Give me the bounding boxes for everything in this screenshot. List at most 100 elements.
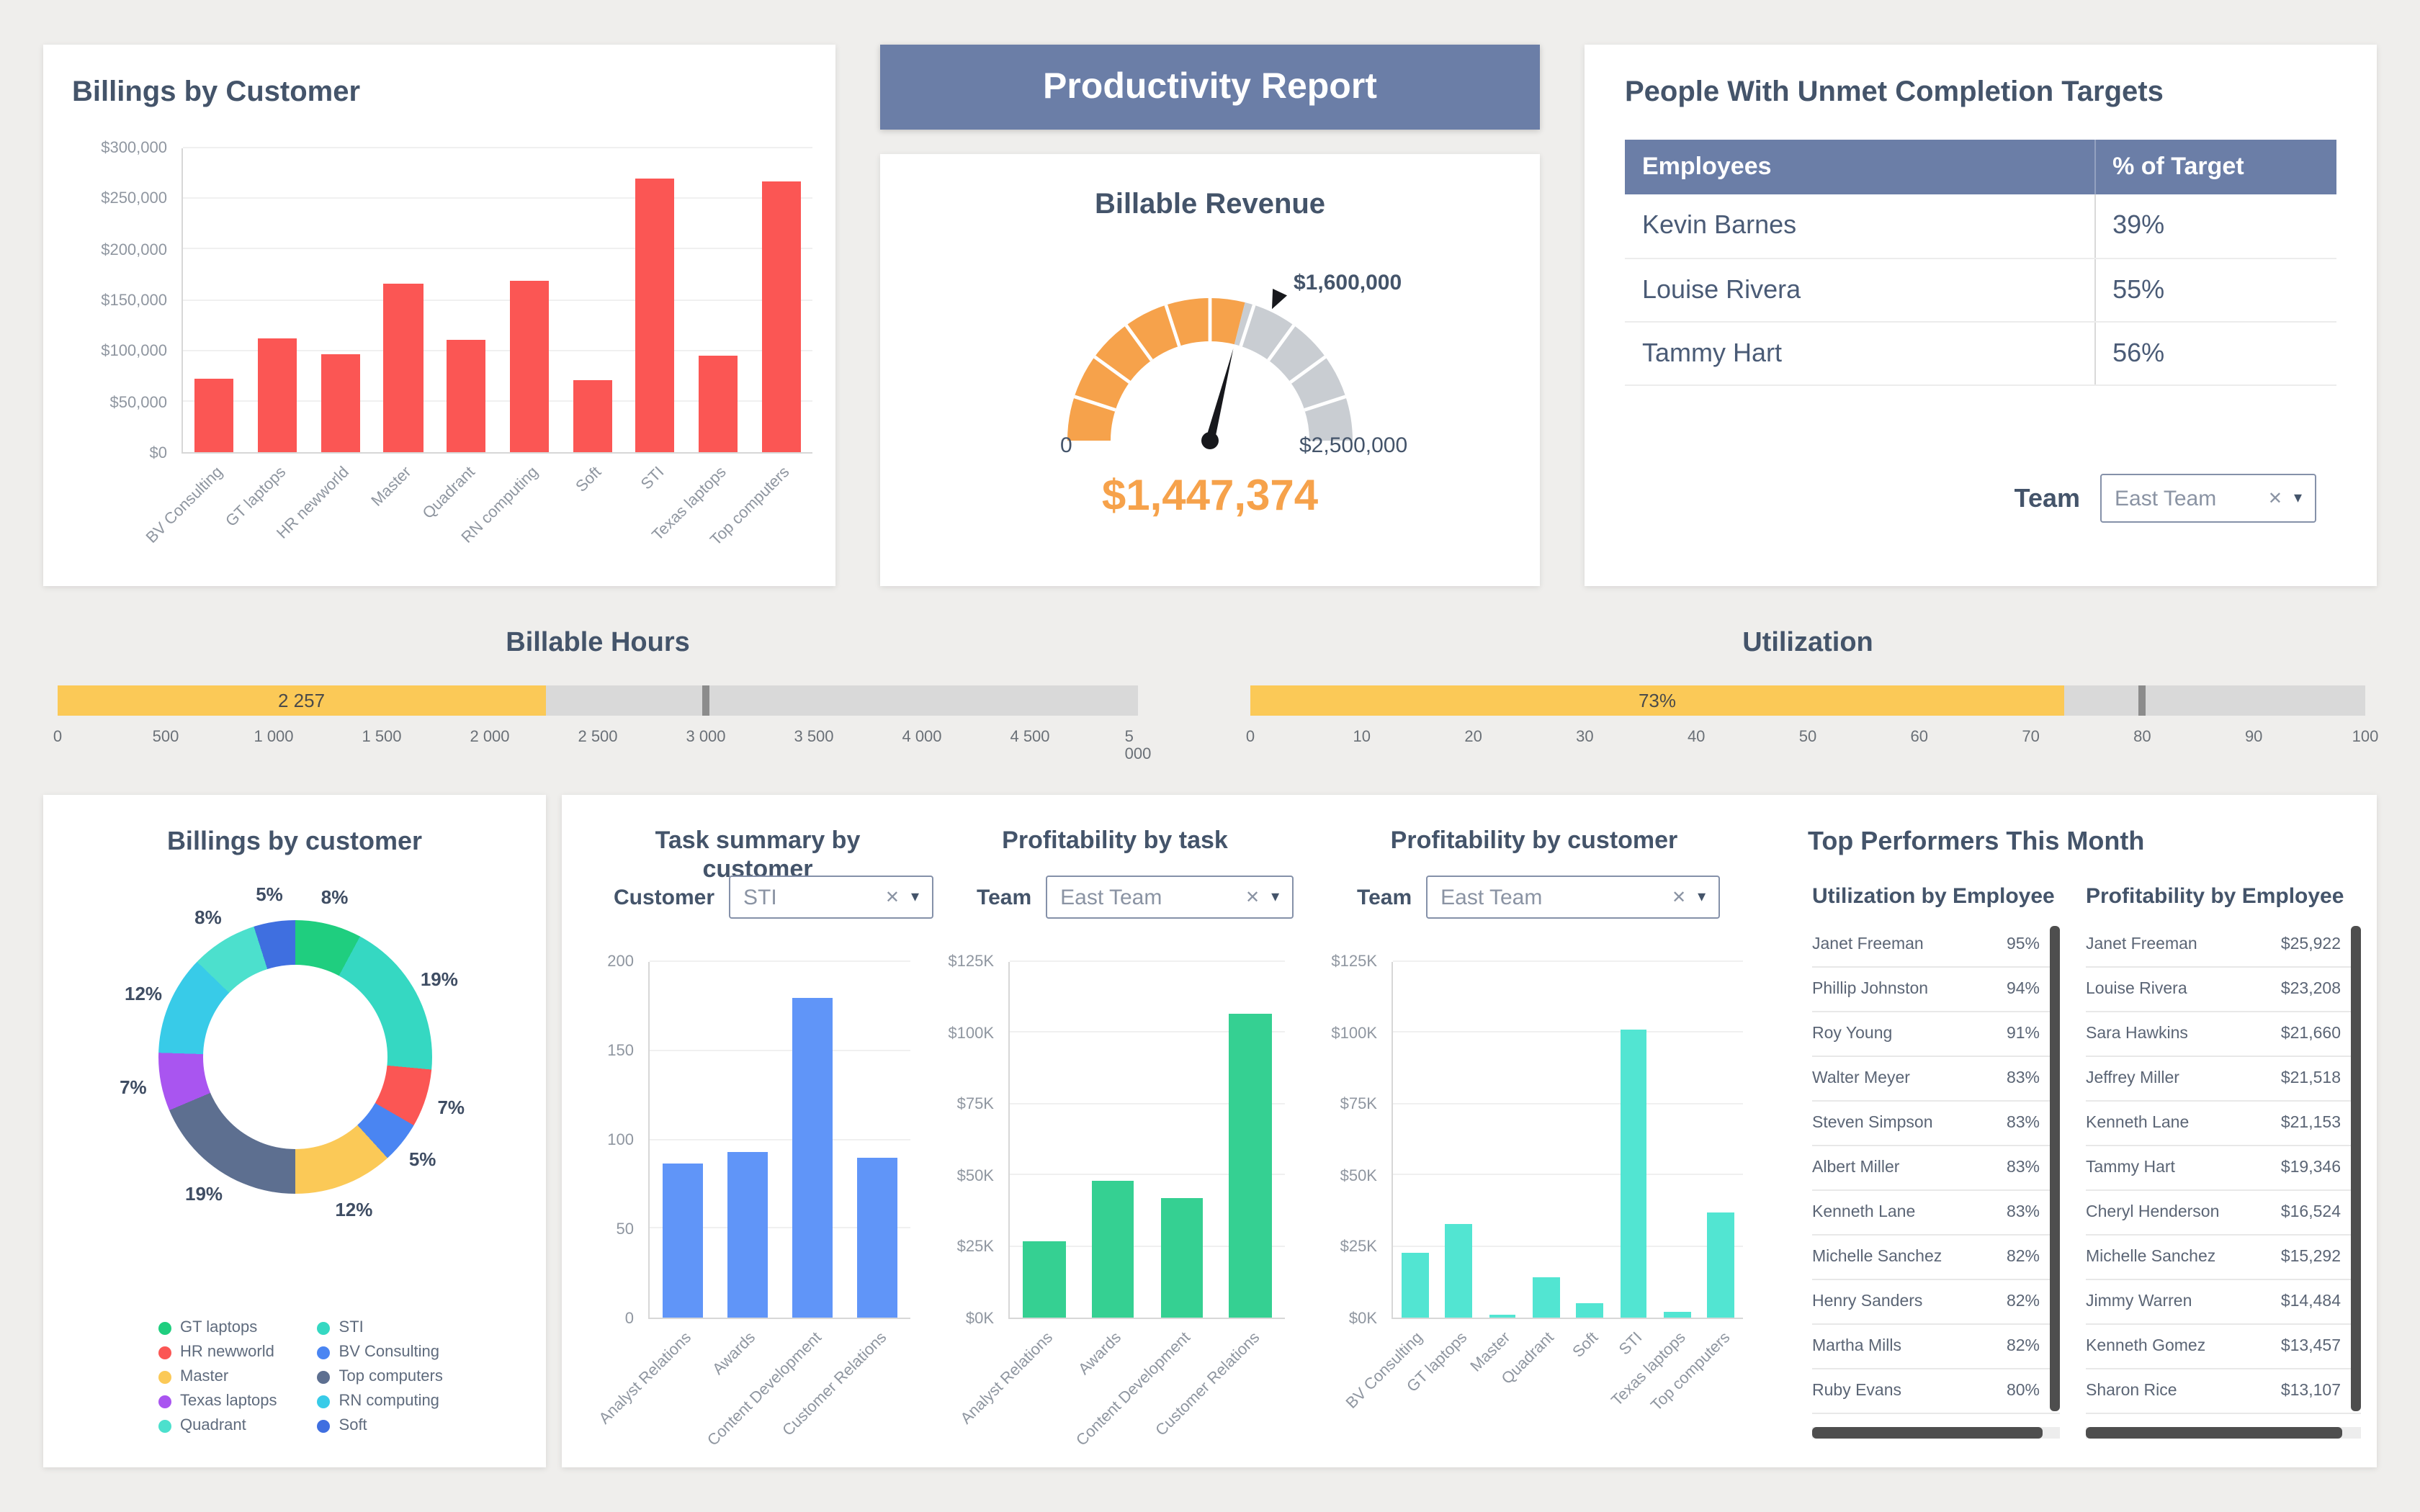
legend-column: STI BV Consulting Top computers RN computin… [317,1319,443,1434]
bars: BV Consulting GT laptops HR newworld Master… [143,148,812,549]
y-tick-label: $50K [1340,1167,1377,1185]
employee-value: 95% [2006,936,2040,953]
bar-rn-computing [509,281,549,452]
dropdown-value: East Team [1440,885,1543,909]
employee-name: Albert Miller [1812,1159,1900,1176]
y-tick-label: $100,000 [101,343,167,361]
bar-master [1489,1315,1516,1318]
chevron-down-icon[interactable]: ▾ [2293,489,2302,506]
billable-hours-bullet-chart: 2 257 0 500 1 000 1 500 2 000 2 500 3 000 3 500 4… [53,685,1151,763]
bars: Analyst Relations Awards Content Developme… [596,962,910,1449]
bar-slot: Awards [710,962,781,1379]
clear-icon[interactable]: ✕ [1245,887,1260,907]
team-filter-dropdown-customer[interactable]: East Team ✕ ▾ [1426,876,1721,919]
legend-label: Quadrant [180,1417,246,1434]
profitability-by-customer-chart: $0K $25K $50K $75K $100K $125K BV Consulting GT… [1322,953,1743,1415]
horizontal-scrollbar-thumb[interactable] [2086,1427,2342,1439]
employee-name: Steven Simpson [1812,1115,1933,1132]
bar-awards [1091,1181,1134,1318]
billable-hours-title: Billable Hours [506,628,690,658]
legend-column: GT laptops HR newworld Master Texas laptops… [158,1319,277,1434]
y-tick-label: $150,000 [101,292,167,310]
clear-icon[interactable]: ✕ [1671,887,1687,907]
x-tick-label: BV Consulting [1343,1329,1428,1413]
clear-icon[interactable]: ✕ [2267,488,2282,508]
gridline [650,1049,910,1051]
bar-quadrant [1532,1277,1560,1318]
gauge-max-label: $2,500,000 [1299,433,1408,458]
employee-value: 91% [2006,1025,2040,1043]
bar-slot: Master [1468,962,1525,1376]
legend-item: Texas laptops [158,1392,277,1410]
employee-name: Walter Meyer [1812,1070,1910,1087]
bar-sti [635,179,675,452]
axis-tick-label: 100 [2352,729,2379,746]
axis-tick-label: 50 [1798,729,1817,746]
horizontal-scrollbar-thumb[interactable] [1812,1427,2043,1439]
employee-value: 82% [2006,1338,2040,1355]
billable-revenue-title: Billable Revenue [1094,189,1326,220]
employee-value: 82% [2006,1293,2040,1310]
horizontal-scrollbar-track[interactable] [1812,1427,2060,1439]
legend-dot [317,1321,331,1334]
list-item: Kenneth Lane $21,153 [2086,1102,2361,1146]
team-filter-label: Team [1357,885,1412,909]
unmet-targets-panel: People With Unmet Completion Targets Emp… [1585,45,2377,586]
utilization-by-employee-title: Utilization by Employee [1812,884,2055,909]
chevron-down-icon[interactable]: ▾ [1698,888,1706,905]
x-tick-label: Content Development [704,1329,825,1450]
vertical-scrollbar[interactable] [2351,926,2361,1411]
team-filter-dropdown[interactable]: East Team ✕ ▾ [2100,474,2316,523]
gridline [183,299,812,300]
employee-value: 80% [2006,1382,2040,1400]
chevron-down-icon[interactable]: ▾ [910,888,920,905]
employee-name: Kenneth Lane [2086,1115,2190,1132]
customer-filter-dropdown[interactable]: STI ✕ ▾ [729,876,934,919]
billings-by-customer-title: Billings by Customer [72,76,361,108]
bar-slot: Analyst Relations [596,962,715,1428]
employee-name: Henry Sanders [1812,1293,1923,1310]
axis-tick-label: 1 000 [254,729,294,746]
table-row: Louise Rivera 55% [1625,258,2336,322]
bar-awards [727,1152,768,1318]
gauge-min-label: 0 [1060,433,1072,458]
legend-label: HR newworld [180,1344,274,1361]
gauge-svg [1067,289,1353,449]
customer-filter-label: Customer [614,885,715,909]
x-tick-label: Analyst Relations [957,1329,1057,1428]
bar-analyst-relations [1023,1241,1066,1318]
y-tick-label: 150 [607,1043,634,1060]
bar-slot: BV Consulting [1344,962,1437,1413]
clear-icon[interactable]: ✕ [884,887,900,907]
vertical-scrollbar[interactable] [2050,926,2060,1411]
donut-legend: GT laptops HR newworld Master Texas laptops… [158,1319,443,1434]
bar-slot: Top computers [1648,962,1743,1415]
employee-name: Jimmy Warren [2086,1293,2192,1310]
bar-customer-relations [857,1157,898,1318]
gridline [1393,960,1743,962]
chevron-down-icon[interactable]: ▾ [1271,888,1280,905]
employee-name: Martha Mills [1812,1338,1901,1355]
gauge-target-label: $1,600,000 [1294,271,1402,295]
employee-value: $13,457 [2280,1338,2341,1355]
bar-content-development [1160,1198,1204,1318]
legend-label: Texas laptops [180,1392,277,1410]
table-header-row: Employees % of Target [1625,140,2336,194]
team-filter-dropdown-task[interactable]: East Team ✕ ▾ [1046,876,1294,919]
gridline [650,1138,910,1140]
bars: BV Consulting GT laptops Master Quadrant Sof… [1344,962,1743,1415]
bar-content-development [792,997,833,1318]
axis-tick-label: 90 [2244,729,2263,746]
bar-slot: HR newworld [274,148,372,542]
horizontal-scrollbar-track[interactable] [2086,1427,2361,1439]
unmet-targets-title: People With Unmet Completion Targets [1625,76,2164,108]
legend-label: STI [339,1319,364,1336]
employee-name: Janet Freeman [1812,936,1924,953]
axis-tick-label: 10 [1353,729,1371,746]
list-item: Jimmy Warren $14,484 [2086,1280,2361,1325]
employee-value: $14,484 [2280,1293,2341,1310]
axis-tick-label: 500 [152,729,179,746]
y-axis: $0K $25K $50K $75K $100K $125K [939,953,1008,1328]
billable-revenue-gauge: 0 $2,500,000 $1,600,000 [980,225,1440,469]
list-item: Cheryl Henderson $16,524 [2086,1191,2361,1236]
